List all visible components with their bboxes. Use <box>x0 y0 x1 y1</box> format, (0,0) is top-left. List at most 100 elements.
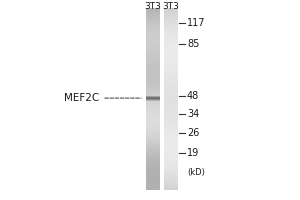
Bar <box>164 154 178 155</box>
Bar <box>146 52 160 53</box>
Bar <box>146 44 160 46</box>
Bar <box>164 103 178 104</box>
Bar <box>146 134 160 135</box>
Bar <box>146 88 160 90</box>
Bar <box>164 30 178 32</box>
Bar <box>164 77 178 79</box>
Bar <box>146 39 160 41</box>
Bar <box>164 10 178 12</box>
Bar <box>164 24 178 26</box>
Bar <box>164 175 178 177</box>
Bar <box>146 128 160 130</box>
Bar <box>146 21 160 23</box>
Bar <box>146 174 160 175</box>
Bar <box>146 103 160 104</box>
Bar <box>164 170 178 172</box>
Bar <box>164 75 178 77</box>
Bar <box>146 72 160 74</box>
Bar <box>164 165 178 166</box>
Bar <box>164 70 178 72</box>
Bar <box>146 101 160 103</box>
Bar <box>146 104 160 106</box>
Bar <box>164 185 178 186</box>
Bar <box>164 48 178 50</box>
Bar <box>146 172 160 174</box>
Bar <box>164 21 178 23</box>
Bar <box>146 28 160 30</box>
Bar <box>164 148 178 150</box>
Bar <box>164 50 178 52</box>
Bar <box>146 13 160 15</box>
Bar <box>164 53 178 55</box>
Bar <box>164 55 178 57</box>
Bar <box>146 188 160 190</box>
Bar <box>146 19 160 21</box>
Bar <box>164 161 178 163</box>
Bar <box>164 183 178 185</box>
Bar <box>146 12 160 13</box>
Bar <box>146 117 160 119</box>
Bar <box>146 32 160 33</box>
Text: 3T3: 3T3 <box>162 2 179 11</box>
Bar <box>146 186 160 188</box>
Bar <box>146 50 160 52</box>
Bar <box>164 63 178 64</box>
Bar <box>164 43 178 44</box>
Bar <box>164 83 178 84</box>
Bar <box>164 32 178 33</box>
Bar <box>146 132 160 134</box>
Bar <box>164 99 178 101</box>
Bar <box>146 163 160 165</box>
Bar <box>164 143 178 144</box>
Bar <box>164 121 178 123</box>
Bar <box>146 155 160 157</box>
Bar <box>146 92 160 94</box>
Bar <box>164 74 178 75</box>
Bar <box>164 101 178 103</box>
Bar <box>146 159 160 161</box>
Bar <box>164 8 178 10</box>
Bar <box>164 150 178 152</box>
Bar <box>146 139 160 141</box>
Bar <box>146 90 160 92</box>
Bar <box>164 90 178 92</box>
Text: 26: 26 <box>187 128 199 138</box>
Text: 48: 48 <box>187 91 199 101</box>
Bar <box>146 35 160 37</box>
Bar <box>146 183 160 185</box>
Bar <box>146 154 160 155</box>
Bar <box>164 61 178 63</box>
Bar <box>164 166 178 168</box>
Bar <box>164 124 178 126</box>
Bar <box>146 77 160 79</box>
Bar <box>164 52 178 53</box>
Bar <box>164 132 178 134</box>
Bar <box>146 8 160 10</box>
Bar <box>164 64 178 66</box>
Bar <box>164 15 178 17</box>
Bar <box>146 43 160 44</box>
Bar <box>146 121 160 123</box>
Bar <box>164 115 178 117</box>
Bar <box>164 57 178 59</box>
Bar <box>164 119 178 121</box>
Bar <box>146 165 160 166</box>
Bar <box>146 168 160 170</box>
Bar <box>146 75 160 77</box>
Bar <box>164 155 178 157</box>
Bar <box>164 172 178 174</box>
Bar <box>164 179 178 181</box>
Bar <box>146 33 160 35</box>
Bar <box>146 48 160 50</box>
Bar <box>164 33 178 35</box>
Bar <box>164 174 178 175</box>
Bar <box>164 139 178 141</box>
Bar <box>164 92 178 94</box>
Bar <box>164 97 178 99</box>
Bar <box>146 181 160 183</box>
Bar <box>146 66 160 68</box>
Bar <box>146 79 160 81</box>
Bar <box>164 86 178 88</box>
Bar <box>164 66 178 68</box>
Bar <box>146 146 160 148</box>
